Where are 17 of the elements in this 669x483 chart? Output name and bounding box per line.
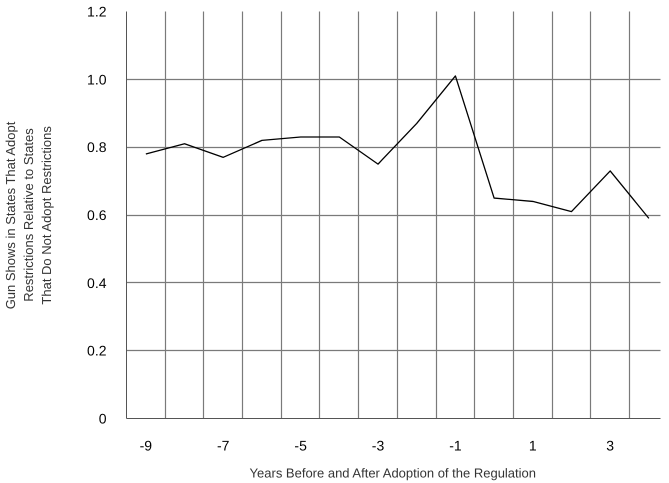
y-tick-label: 0.6 — [87, 207, 107, 223]
y-tick-label: 1.2 — [87, 4, 107, 20]
x-tick-label: -5 — [294, 438, 308, 454]
x-tick-label: -3 — [372, 438, 384, 454]
y-tick-label: 1.0 — [87, 71, 107, 88]
line-series — [145, 75, 650, 220]
y-tick-label: 0.2 — [87, 342, 107, 359]
x-axis-title: Years Before and After Adoption of the Regulation — [250, 466, 536, 480]
x-tick-label: 3 — [606, 438, 614, 454]
y-tick-label: 0.8 — [87, 139, 107, 156]
x-tick-label: 1 — [528, 438, 537, 454]
x-tick-label: -7 — [217, 438, 230, 454]
y-axis-title: Gun Shows in States That Adopt Restrictions Relative to States That Do Not Adopt Restrictions — [3, 121, 54, 310]
y-tick-label: 0.4 — [87, 274, 107, 291]
y-tick-label: 0 — [98, 410, 107, 426]
x-tick-label: -1 — [449, 438, 462, 454]
x-tick-label: -9 — [140, 438, 152, 454]
